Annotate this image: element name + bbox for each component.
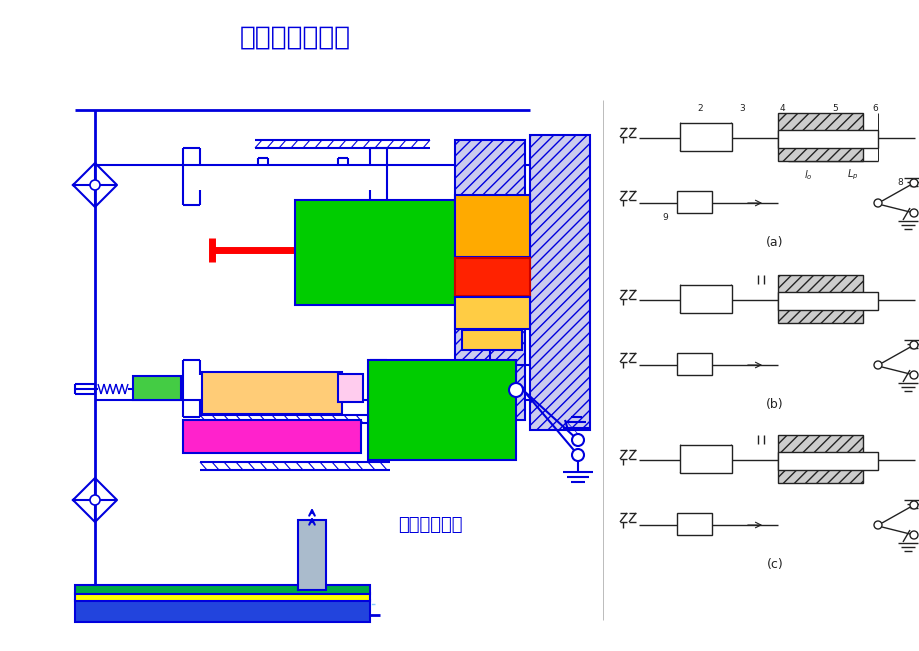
Circle shape [909, 209, 917, 217]
Text: 7: 7 [917, 139, 919, 148]
Circle shape [909, 531, 917, 539]
Bar [455, 195, 529, 257]
Bar [679, 445, 732, 473]
Text: (b): (b) [766, 398, 783, 411]
Text: (c): (c) [766, 558, 782, 571]
Bar [461, 330, 521, 350]
Circle shape [90, 495, 100, 505]
Bar [75, 593, 369, 601]
Text: 6: 6 [871, 104, 877, 113]
Bar [295, 200, 455, 305]
Bar [455, 297, 529, 329]
Circle shape [873, 521, 881, 529]
Circle shape [90, 180, 100, 190]
Bar [777, 435, 862, 483]
Bar [679, 285, 732, 313]
Bar [777, 275, 862, 323]
Circle shape [572, 449, 584, 461]
Bar [183, 420, 360, 453]
Bar [368, 360, 516, 460]
Circle shape [909, 371, 917, 379]
Circle shape [572, 434, 584, 446]
Bar [75, 585, 369, 594]
Bar [676, 353, 711, 375]
Bar [298, 520, 325, 590]
Bar [455, 140, 525, 420]
Text: 4: 4 [778, 104, 784, 113]
Text: (a): (a) [766, 236, 783, 249]
Text: $l_o$: $l_o$ [803, 168, 811, 182]
Bar [75, 600, 369, 622]
Bar [676, 513, 711, 535]
Text: 8: 8 [896, 178, 902, 187]
Text: 模锻过程原理图: 模锻过程原理图 [239, 25, 350, 51]
Circle shape [909, 501, 917, 509]
Bar [777, 452, 877, 470]
Text: 2: 2 [697, 104, 702, 113]
Bar [133, 376, 181, 400]
Bar [777, 130, 877, 148]
Text: 平锻机上模锻: 平锻机上模锻 [397, 516, 461, 534]
Text: 5: 5 [831, 104, 837, 113]
Bar [676, 191, 711, 213]
Bar [777, 292, 877, 310]
Text: 9: 9 [662, 213, 667, 222]
Text: $L_p$: $L_p$ [846, 168, 857, 182]
Bar [529, 135, 589, 430]
Circle shape [873, 361, 881, 369]
Circle shape [873, 199, 881, 207]
Bar [455, 258, 529, 296]
Bar [202, 372, 342, 414]
Circle shape [909, 341, 917, 349]
Text: 3: 3 [738, 104, 744, 113]
Bar [337, 374, 363, 402]
Bar [679, 123, 732, 151]
Bar [777, 113, 862, 161]
Circle shape [909, 179, 917, 187]
Circle shape [508, 383, 522, 397]
